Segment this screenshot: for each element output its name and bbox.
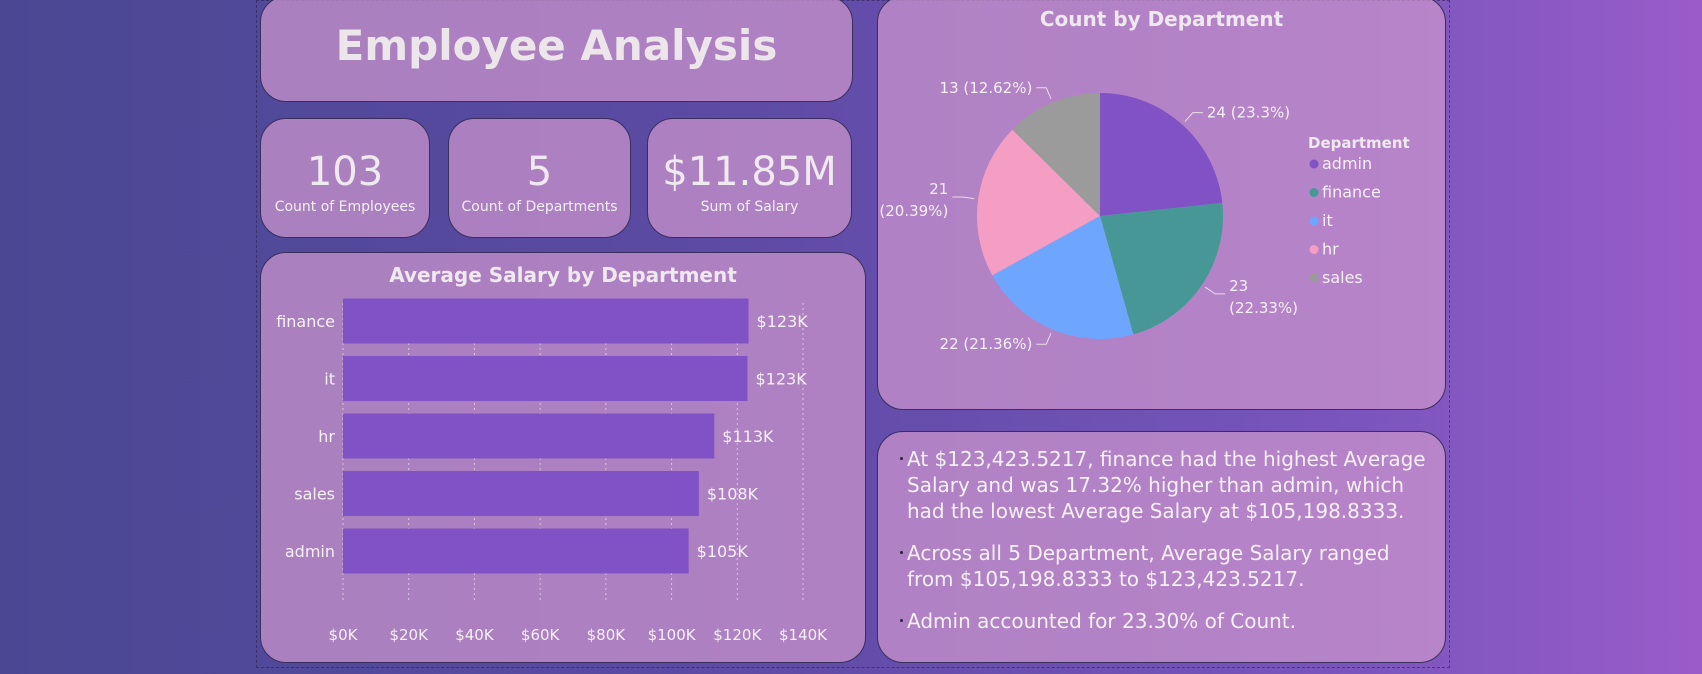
pie-chart-card[interactable]: Count by Department 24 (23.3%) 23 (22.33%)… — [877, 0, 1446, 410]
page-title: Employee Analysis — [335, 21, 778, 70]
bar[interactable] — [343, 298, 749, 344]
pie-chart: 24 (23.3%) 23 (22.33%) 22 (21.36%) 21 (20.39%… — [879, 79, 1410, 353]
x-tick-label: $60K — [521, 626, 561, 644]
data-label: $113K — [722, 427, 774, 446]
data-label: $105K — [697, 542, 749, 561]
bar-chart-card[interactable]: Average Salary by Department finance $123… — [260, 252, 866, 663]
legend-marker[interactable] — [1309, 245, 1319, 254]
legend-marker[interactable] — [1309, 216, 1319, 226]
bullet-icon — [900, 619, 903, 622]
report-canvas — [256, 0, 1450, 668]
pie-slice[interactable] — [1100, 93, 1223, 216]
leader-line — [1204, 286, 1226, 295]
data-label: $123K — [757, 312, 809, 331]
x-tick-label: $20K — [389, 626, 429, 644]
insight-item: At $123,423.5217, finance had the highes… — [900, 446, 1430, 524]
kpi-value: 5 — [526, 149, 553, 195]
category-label: admin — [285, 542, 335, 561]
legend-marker[interactable] — [1309, 188, 1319, 197]
slice-label: 23 (22.33%) — [1229, 277, 1298, 317]
leader-line — [1184, 112, 1203, 122]
category-label: it — [324, 370, 335, 389]
insight-item: Across all 5 Department, Average Salary … — [900, 540, 1430, 592]
x-tick-label: $120K — [713, 626, 762, 644]
legend-label[interactable]: hr — [1322, 240, 1339, 259]
kpi-label: Sum of Salary — [700, 199, 799, 215]
legend-label[interactable]: admin — [1322, 154, 1372, 173]
legend-marker[interactable] — [1309, 273, 1319, 283]
insight-text: Admin accounted for 23.30% of Count. — [907, 609, 1296, 633]
pie-slice[interactable] — [1012, 93, 1100, 216]
insight-text: Across all 5 Department, Average Salary … — [907, 541, 1390, 591]
bar-chart-title: Average Salary by Department — [389, 263, 737, 287]
leader-line — [1036, 87, 1052, 100]
kpi-value: $11.85M — [662, 149, 837, 195]
slice-label: 22 (21.36%) — [940, 335, 1033, 353]
bar[interactable] — [343, 471, 699, 516]
slice-label: 21 (20.39%) — [879, 180, 948, 220]
kpi-card-employees[interactable]: 103 Count of Employees — [260, 118, 430, 238]
category-label: finance — [276, 312, 335, 331]
pie-slice[interactable] — [992, 216, 1134, 339]
x-tick-label: $40K — [455, 626, 495, 644]
kpi-card-departments[interactable]: 5 Count of Departments — [448, 118, 631, 238]
legend-title: Department — [1308, 134, 1410, 152]
x-tick-label: $140K — [779, 626, 828, 644]
data-label: $123K — [755, 370, 807, 389]
bullet-icon — [900, 457, 903, 460]
pie-chart-title: Count by Department — [1039, 7, 1284, 31]
kpi-card-salary[interactable]: $11.85M Sum of Salary — [647, 118, 852, 238]
kpi-label: Count of Employees — [274, 199, 416, 215]
slice-label: 24 (23.3%) — [1207, 104, 1290, 122]
legend-marker[interactable] — [1309, 159, 1319, 169]
bar[interactable] — [343, 356, 748, 401]
insights-card: At $123,423.5217, finance had the highes… — [877, 431, 1446, 663]
x-tick-label: $80K — [587, 626, 627, 644]
x-tick-label: $100K — [648, 626, 697, 644]
leader-line — [1036, 332, 1052, 345]
bar-chart: finance $123K it $123K hr $113K sales $108K admi… — [276, 298, 828, 644]
bar[interactable] — [343, 528, 689, 574]
bullet-icon — [900, 551, 903, 554]
bar[interactable] — [343, 413, 715, 459]
kpi-label: Count of Departments — [461, 199, 618, 215]
category-label: hr — [318, 427, 335, 446]
data-label: $108K — [707, 485, 759, 504]
category-label: sales — [294, 485, 335, 504]
kpi-value: 103 — [306, 149, 384, 195]
pie-slice[interactable] — [977, 129, 1100, 276]
legend-label[interactable]: finance — [1322, 183, 1381, 202]
insights-list: At $123,423.5217, finance had the highes… — [900, 446, 1430, 650]
insight-text: At $123,423.5217, finance had the highes… — [907, 447, 1426, 523]
legend-label[interactable]: sales — [1322, 268, 1363, 287]
title-card: Employee Analysis — [260, 0, 853, 102]
pie-slice[interactable] — [1100, 202, 1223, 335]
leader-line — [952, 196, 975, 200]
insight-item: Admin accounted for 23.30% of Count. — [900, 608, 1430, 634]
legend-label[interactable]: it — [1322, 211, 1333, 230]
slice-label: 13 (12.62%) — [940, 79, 1033, 97]
x-tick-label: $0K — [329, 626, 359, 644]
